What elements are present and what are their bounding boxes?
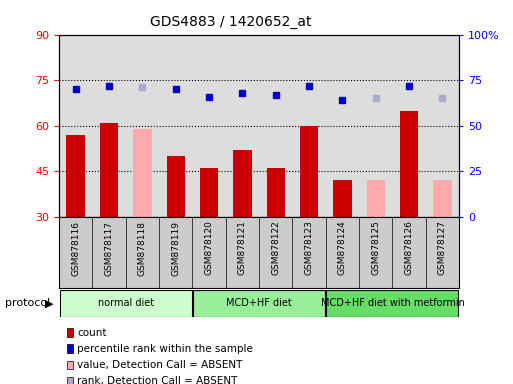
Text: GSM878122: GSM878122 bbox=[271, 220, 280, 275]
Bar bbox=[233, 150, 251, 217]
Bar bbox=[400, 111, 418, 217]
Text: ▶: ▶ bbox=[45, 298, 53, 308]
Text: GSM878120: GSM878120 bbox=[205, 220, 213, 275]
Bar bbox=[193, 290, 325, 317]
Bar bbox=[367, 180, 385, 217]
Bar bbox=[326, 290, 459, 317]
Text: GSM878126: GSM878126 bbox=[405, 220, 413, 275]
Text: GSM878125: GSM878125 bbox=[371, 220, 380, 275]
Text: percentile rank within the sample: percentile rank within the sample bbox=[77, 344, 253, 354]
Bar bbox=[60, 290, 192, 317]
Text: count: count bbox=[77, 328, 107, 338]
Text: protocol: protocol bbox=[5, 298, 50, 308]
Bar bbox=[100, 123, 118, 217]
Bar bbox=[267, 168, 285, 217]
Bar bbox=[67, 135, 85, 217]
Text: MCD+HF diet with metformin: MCD+HF diet with metformin bbox=[321, 298, 464, 308]
Text: GSM878127: GSM878127 bbox=[438, 220, 447, 275]
Text: value, Detection Call = ABSENT: value, Detection Call = ABSENT bbox=[77, 360, 242, 370]
Text: rank, Detection Call = ABSENT: rank, Detection Call = ABSENT bbox=[77, 376, 238, 384]
Bar bbox=[200, 168, 218, 217]
Text: GSM878123: GSM878123 bbox=[305, 220, 313, 275]
Text: MCD+HF diet: MCD+HF diet bbox=[226, 298, 292, 308]
Bar bbox=[433, 180, 451, 217]
Bar bbox=[167, 156, 185, 217]
Text: GSM878119: GSM878119 bbox=[171, 220, 180, 275]
Text: normal diet: normal diet bbox=[97, 298, 154, 308]
Bar bbox=[133, 129, 151, 217]
Bar bbox=[300, 126, 318, 217]
Text: GSM878117: GSM878117 bbox=[105, 220, 113, 275]
Text: GSM878124: GSM878124 bbox=[338, 220, 347, 275]
Bar bbox=[333, 180, 351, 217]
Text: GSM878118: GSM878118 bbox=[138, 220, 147, 275]
Text: GDS4883 / 1420652_at: GDS4883 / 1420652_at bbox=[150, 15, 311, 29]
Text: GSM878121: GSM878121 bbox=[238, 220, 247, 275]
Text: GSM878116: GSM878116 bbox=[71, 220, 80, 275]
